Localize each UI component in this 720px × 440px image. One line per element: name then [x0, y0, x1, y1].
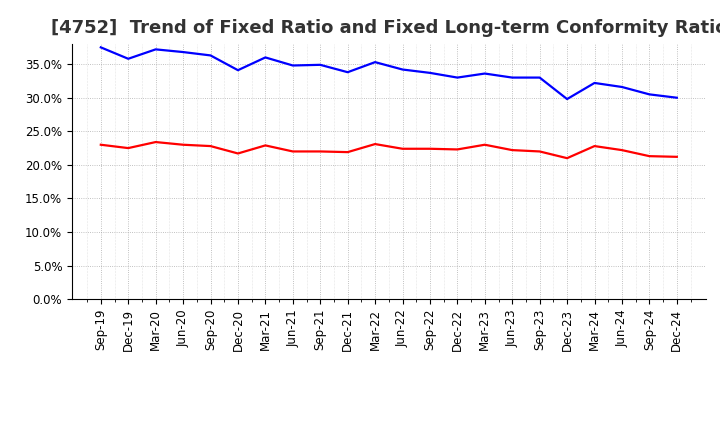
Fixed Ratio: [563, 96, 572, 102]
Fixed Long-term Conformity Ratio: [480, 142, 489, 147]
Fixed Long-term Conformity Ratio: [179, 142, 187, 147]
Fixed Ratio: [453, 75, 462, 80]
Legend: Fixed Ratio, Fixed Long-term Conformity Ratio: Fixed Ratio, Fixed Long-term Conformity …: [173, 439, 605, 440]
Fixed Long-term Conformity Ratio: [124, 146, 132, 151]
Fixed Long-term Conformity Ratio: [151, 139, 160, 145]
Fixed Long-term Conformity Ratio: [343, 150, 352, 155]
Fixed Long-term Conformity Ratio: [563, 155, 572, 161]
Fixed Ratio: [96, 45, 105, 50]
Fixed Long-term Conformity Ratio: [453, 147, 462, 152]
Fixed Long-term Conformity Ratio: [289, 149, 297, 154]
Fixed Ratio: [371, 59, 379, 65]
Fixed Ratio: [233, 68, 242, 73]
Title: [4752]  Trend of Fixed Ratio and Fixed Long-term Conformity Ratio: [4752] Trend of Fixed Ratio and Fixed Lo…: [50, 19, 720, 37]
Fixed Ratio: [536, 75, 544, 80]
Fixed Ratio: [289, 63, 297, 68]
Fixed Ratio: [398, 67, 407, 72]
Fixed Long-term Conformity Ratio: [316, 149, 325, 154]
Fixed Ratio: [179, 49, 187, 55]
Fixed Ratio: [261, 55, 270, 60]
Fixed Long-term Conformity Ratio: [426, 146, 434, 151]
Fixed Ratio: [426, 70, 434, 76]
Line: Fixed Ratio: Fixed Ratio: [101, 48, 677, 99]
Fixed Long-term Conformity Ratio: [645, 154, 654, 159]
Fixed Ratio: [316, 62, 325, 67]
Fixed Ratio: [645, 92, 654, 97]
Fixed Long-term Conformity Ratio: [96, 142, 105, 147]
Fixed Ratio: [151, 47, 160, 52]
Fixed Ratio: [206, 53, 215, 58]
Fixed Long-term Conformity Ratio: [233, 151, 242, 156]
Fixed Long-term Conformity Ratio: [508, 147, 516, 153]
Fixed Long-term Conformity Ratio: [672, 154, 681, 159]
Fixed Ratio: [618, 84, 626, 90]
Fixed Ratio: [124, 56, 132, 62]
Fixed Long-term Conformity Ratio: [371, 141, 379, 147]
Fixed Long-term Conformity Ratio: [398, 146, 407, 151]
Fixed Long-term Conformity Ratio: [206, 143, 215, 149]
Fixed Ratio: [508, 75, 516, 80]
Fixed Ratio: [672, 95, 681, 100]
Fixed Long-term Conformity Ratio: [261, 143, 270, 148]
Fixed Long-term Conformity Ratio: [536, 149, 544, 154]
Fixed Long-term Conformity Ratio: [590, 143, 599, 149]
Fixed Ratio: [480, 71, 489, 76]
Fixed Long-term Conformity Ratio: [618, 147, 626, 153]
Line: Fixed Long-term Conformity Ratio: Fixed Long-term Conformity Ratio: [101, 142, 677, 158]
Fixed Ratio: [590, 81, 599, 86]
Fixed Ratio: [343, 70, 352, 75]
